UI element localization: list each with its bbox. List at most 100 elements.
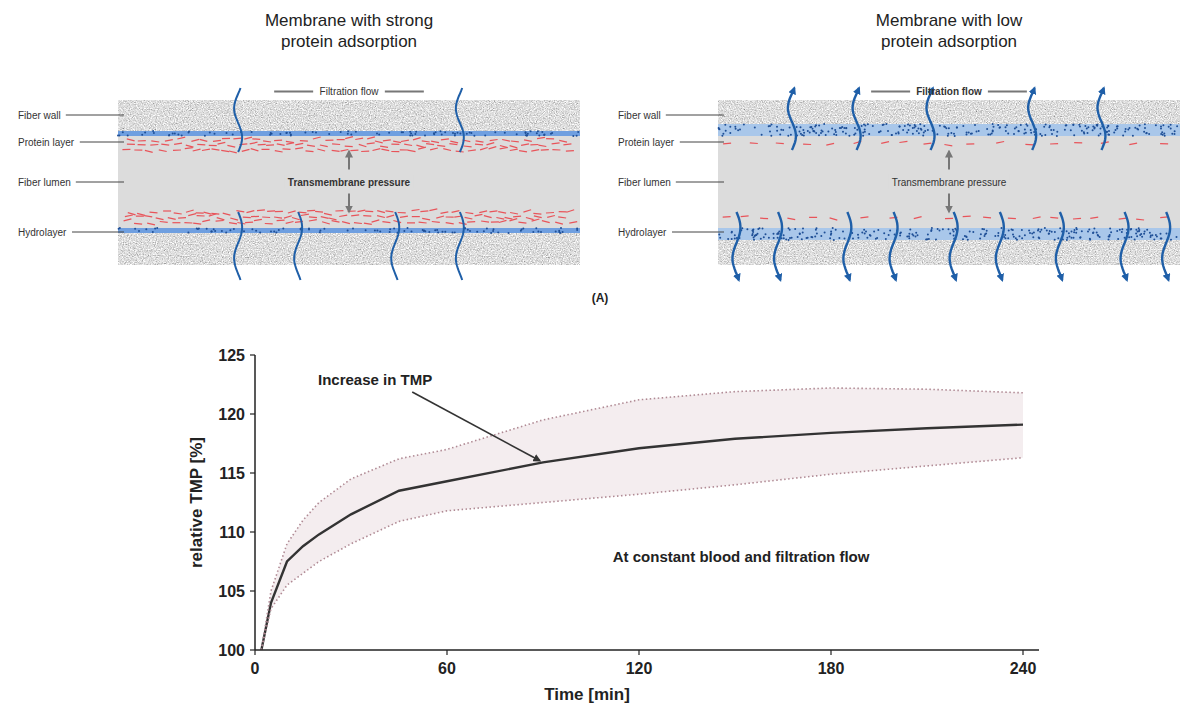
hydrolayer-dot [289,132,291,134]
hydrolayer-dot [376,133,378,135]
protein [204,212,212,214]
hydrolayer-dot [735,128,737,130]
protein [566,150,574,152]
protein [216,220,224,222]
protein [491,221,499,222]
hydrolayer-dot [1150,235,1152,237]
hydrolayer-dot [835,134,837,136]
protein [367,137,375,139]
protein [546,212,554,214]
hydrolayer-dot [724,124,726,126]
hydrolayer-dot [976,131,978,133]
hydrolayer-dot [909,228,911,230]
hydrolayer-dot [1125,128,1127,130]
hydrolayer-dot [275,231,277,233]
hydrolayer-dot [1141,236,1143,238]
protein [200,139,208,141]
protein [404,144,412,145]
hydrolayer-dot [1092,232,1094,234]
hydrolayer-dot [906,236,908,238]
hydrolayer-dot [1093,128,1095,130]
hydrolayer-dot [1137,230,1139,232]
y-tick [250,531,255,532]
protein [479,211,487,213]
hydrolayer-dot [1096,124,1098,126]
protein [213,140,221,141]
protein [274,140,282,142]
hydrolayer-dot [820,132,822,134]
hydrolayer-dot [221,230,223,232]
hydrolayer-dot [899,234,901,236]
protein [321,217,329,219]
hydrolayer-dot [916,130,918,132]
flow-label: Filtration flow [916,86,982,97]
protein [432,221,440,223]
hydrolayer-dot [1033,231,1035,233]
hydrolayer-dot [854,127,856,129]
hydrolayer-dot [956,127,958,129]
hydrolayer-dot [922,135,924,137]
filtration-arrow [890,212,898,280]
protein [375,141,383,143]
protein [165,140,173,142]
hydrolayer-dot [1038,228,1040,230]
hydrolayer-dot [788,227,790,229]
hydrolayer-dot [825,134,827,136]
hydrolayer-dot [1098,134,1100,136]
hydrolayer-dot [985,233,987,235]
hydrolayer-dot [1030,129,1032,131]
protein [221,150,229,151]
hydrolayer-dot [1176,125,1178,127]
hydrolayer-dot [1048,233,1050,235]
protein [1074,142,1082,143]
pressure-arrow [348,152,350,170]
hydrolayer-dot [997,235,999,237]
hydrolayer-dot [807,130,809,132]
protein [223,213,231,215]
hydrolayer-dot [1087,132,1089,134]
y-tick [250,590,255,591]
protein [1119,218,1127,219]
filtration-arrow [1098,88,1106,150]
protein [212,149,220,150]
pressure-label: Transmembrane pressure [288,177,411,188]
hydrolayer-dot [789,127,791,129]
protein [441,212,449,214]
filtration-arrow [1162,212,1170,280]
hydrolayer-dot [915,236,917,238]
hydrolayer-dot [286,132,288,134]
hydrolayer-dot [389,228,391,230]
hydrolayer-dot [997,124,999,126]
protein [464,145,472,147]
hydrolayer-dot [883,124,885,126]
hydrolayer-dot [983,228,985,230]
hydrolayer-dot [878,131,880,133]
hydrolayer-dot [1008,229,1010,231]
protein [386,215,394,217]
hydrolayer-dot [558,230,560,232]
protein [531,150,539,152]
hydrolayer-dot [1096,125,1098,127]
x-tick-label: 60 [438,660,456,677]
protein [342,222,350,224]
hydrolayer-dot [537,130,539,132]
pressure-arrow [348,194,350,212]
protein [186,145,194,147]
protein [1025,144,1033,146]
hydrolayer-dot [814,235,816,237]
hydrolayer-dot [830,231,832,233]
protein [151,141,159,142]
protein [523,210,531,212]
hydrolayer-dot [989,134,991,136]
protein [209,145,217,147]
flow-rule [274,91,313,93]
protein [518,222,526,223]
protein [963,216,971,218]
hydrolayer-dot [970,133,972,135]
hydrolayer-dot [454,231,456,233]
hydrolayer-dot [838,237,840,239]
hydrolayer-dot [861,231,863,233]
hydrolayer-dot [535,227,537,229]
hydrolayer-dot [537,230,539,232]
protein [1136,219,1144,221]
